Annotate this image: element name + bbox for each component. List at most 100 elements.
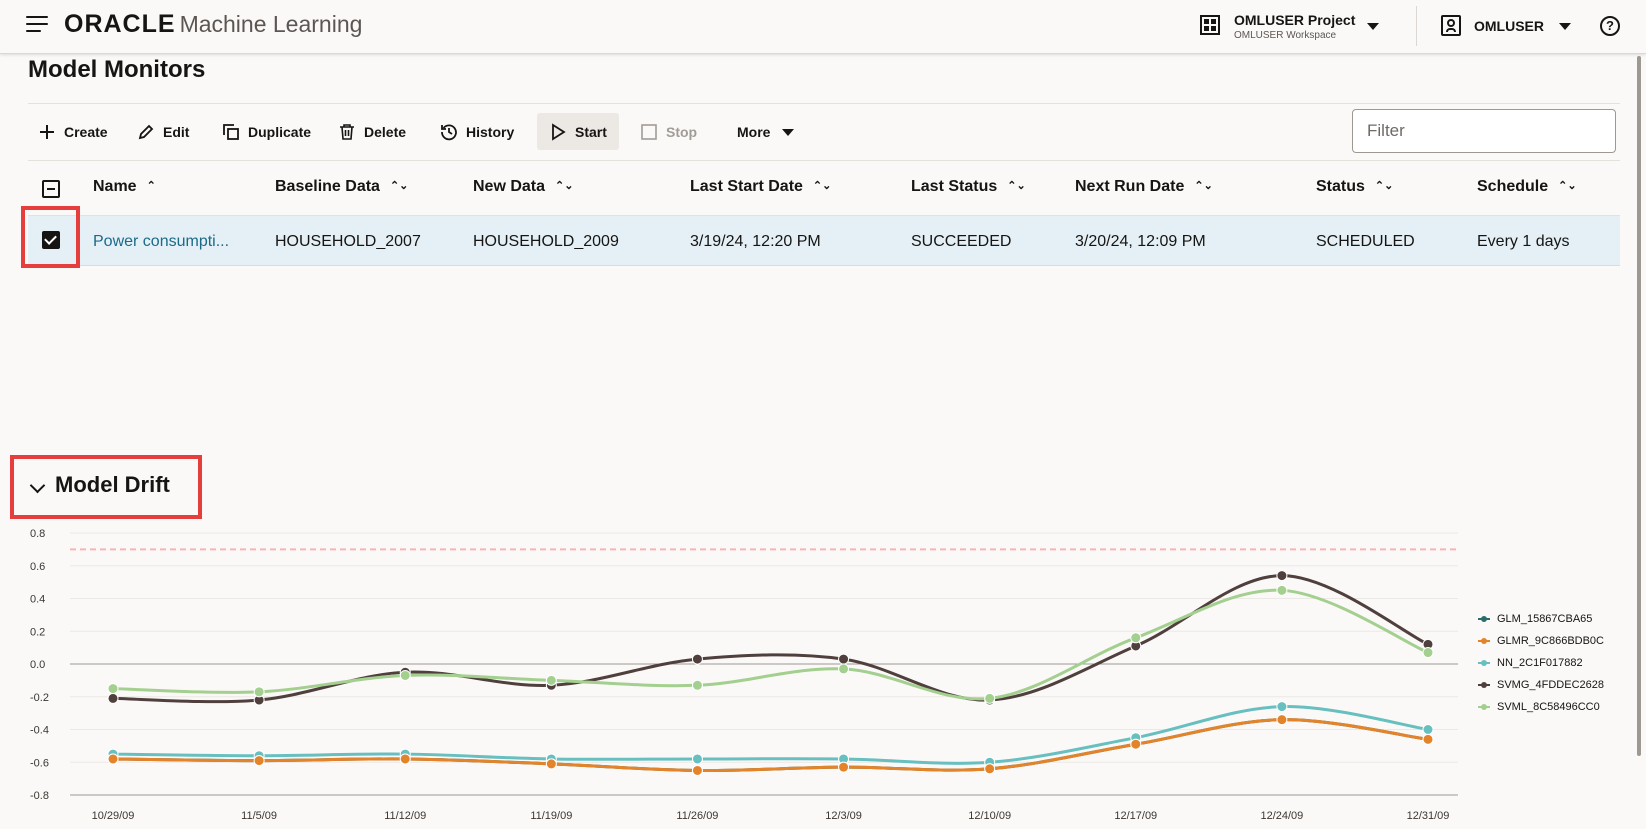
x-tick-label: 11/19/09 [530,810,572,822]
start-button[interactable]: Start [537,113,619,150]
app-logo[interactable]: ORACLE Machine Learning [64,10,362,39]
duplicate-button[interactable]: Duplicate [222,115,311,149]
cell-baseline-data: HOUSEHOLD_2007 [275,233,421,250]
product-name: Machine Learning [179,11,363,37]
data-point [691,679,703,691]
y-tick-label: -0.2 [30,692,49,704]
sort-icon: ⌃⌄ [1558,180,1577,192]
legend-label: GLM_15867CBA65 [1497,613,1593,625]
user-icon[interactable] [1441,15,1461,36]
highlight-box-model-drift [10,455,202,519]
select-all-checkbox[interactable] [42,180,60,198]
brand-name: ORACLE [64,10,176,38]
start-label: Start [575,123,607,140]
filter-input[interactable]: Filter [1352,109,1616,153]
cell-new-data: HOUSEHOLD_2009 [473,233,619,250]
toolbar-divider [28,160,1620,161]
y-tick-label: 0.0 [30,659,45,671]
legend-marker [1478,616,1490,622]
series-line-GLM_15867CBA65 [112,718,1429,772]
sort-icon: ⌃⌄ [389,180,409,192]
legend-item[interactable]: SVMG_4FDDEC2628 [1478,674,1604,696]
data-point [107,683,119,695]
y-tick-label: 0.4 [30,594,45,606]
stop-button[interactable]: Stop [640,115,697,149]
stop-icon [641,124,657,140]
user-name[interactable]: OMLUSER [1474,18,1544,34]
data-point [1422,647,1434,659]
header-divider [1416,6,1417,46]
play-icon [552,122,566,141]
user-dropdown-icon[interactable] [1559,23,1571,30]
data-point [691,764,703,776]
duplicate-icon [223,124,239,140]
table-row[interactable] [28,216,1620,266]
header-row-divider [28,215,1620,216]
legend-item[interactable]: SVML_8C58496CC0 [1478,696,1604,718]
y-tick-label: -0.6 [30,757,49,769]
x-tick-label: 12/17/09 [1114,810,1157,822]
series-line-SVML_8C58496CC0 [112,588,1429,701]
x-tick-label: 11/12/09 [384,810,426,822]
legend-item[interactable]: NN_2C1F017882 [1478,652,1604,674]
project-title[interactable]: OMLUSER Project [1234,12,1356,28]
x-tick-label: 11/5/09 [241,810,277,822]
more-label: More [737,124,771,140]
history-icon [441,124,457,141]
data-point [399,669,411,681]
create-button[interactable]: Create [38,115,108,149]
column-header-name[interactable]: Name ⌃ [93,178,156,195]
y-tick-label: 0.6 [30,561,45,573]
series-line-GLMR_9C866BDB0C [112,718,1429,772]
stop-label: Stop [666,124,698,140]
model-drift-title[interactable]: Model Drift [55,472,170,497]
data-point [1276,701,1288,713]
project-dropdown-icon[interactable] [1367,23,1379,30]
create-label: Create [64,124,108,140]
data-point [838,653,850,665]
x-tick-label: 10/29/09 [92,810,135,822]
edit-button[interactable]: Edit [137,115,189,149]
data-point [691,753,703,765]
project-grid-icon[interactable] [1200,15,1220,35]
series-line-SVMG_4FDDEC2628 [112,574,1429,704]
legend-label: GLMR_9C866BDB0C [1497,635,1604,647]
data-point [107,692,119,704]
data-point [545,674,557,686]
y-tick-label: 0.2 [30,626,45,638]
column-header-last-start-date[interactable]: Last Start Date ⌃⌄ [690,178,832,195]
data-point [984,763,996,775]
monitor-name-link[interactable]: Power consumpti... [93,233,230,250]
delete-button[interactable]: Delete [338,115,406,149]
cell-status: SCHEDULED [1316,233,1415,250]
hamburger-menu-icon[interactable] [26,16,48,36]
cell-schedule: Every 1 days [1477,233,1570,250]
column-header-new-data[interactable]: New Data ⌃⌄ [473,178,574,195]
data-point [691,653,703,665]
x-tick-label: 12/31/09 [1407,810,1450,822]
sort-icon: ⌃⌄ [555,180,574,192]
data-point [1422,733,1434,745]
cell-last-status: SUCCEEDED [911,233,1012,250]
sort-icon: ⌃⌄ [1194,180,1213,192]
legend-marker [1478,704,1490,710]
pencil-icon [138,124,154,140]
history-button[interactable]: History [440,115,514,149]
data-point [1422,724,1434,735]
column-header-status[interactable]: Status ⌃⌄ [1316,178,1394,195]
legend-item[interactable]: GLM_15867CBA65 [1478,608,1604,630]
column-header-last-status[interactable]: Last Status ⌃⌄ [911,178,1026,195]
column-header-next-run-date[interactable]: Next Run Date ⌃⌄ [1075,178,1213,195]
page-scrollbar[interactable] [1637,56,1641,756]
column-header-schedule[interactable]: Schedule ⌃⌄ [1477,178,1577,195]
more-button[interactable]: More [737,115,795,149]
x-tick-label: 12/3/09 [825,810,862,822]
data-point [838,663,850,675]
legend-item[interactable]: GLMR_9C866BDB0C [1478,630,1604,652]
history-label: History [466,124,515,140]
legend-label: SVML_8C58496CC0 [1497,701,1600,713]
column-header-baseline-data[interactable]: Baseline Data ⌃⌄ [275,178,409,195]
row-checkbox[interactable] [42,231,60,249]
help-icon[interactable]: ? [1600,16,1620,36]
series-line-NN_2C1F017882 [112,705,1429,765]
